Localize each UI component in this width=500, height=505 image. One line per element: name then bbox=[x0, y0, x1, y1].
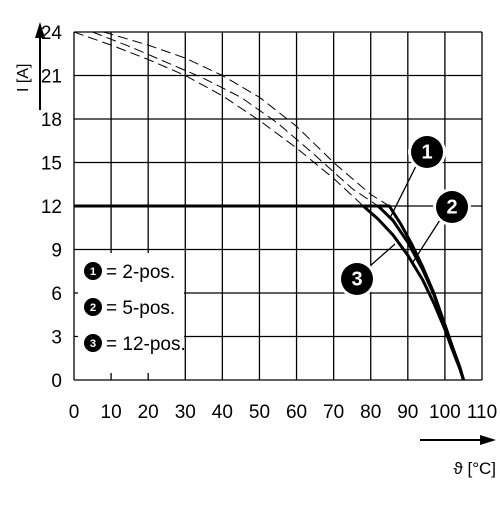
legend-marker-2: 2 bbox=[84, 298, 102, 316]
x-axis-arrowhead bbox=[480, 435, 496, 445]
x-axis-label: ϑ [°C] bbox=[453, 459, 496, 478]
legend-marker-3: 3 bbox=[84, 334, 102, 352]
x-tick-label: 70 bbox=[323, 402, 344, 423]
legend-marker-1: 1 bbox=[84, 262, 102, 280]
x-tick-label: 110 bbox=[467, 402, 497, 423]
x-tick-label: 60 bbox=[286, 402, 307, 423]
legend-label: = 5-pos. bbox=[106, 298, 175, 319]
x-tick-label: 10 bbox=[101, 402, 122, 423]
x-tick-label: 50 bbox=[249, 402, 270, 423]
y-tick-label: 6 bbox=[51, 284, 62, 305]
y-tick-label: 12 bbox=[41, 197, 62, 218]
badge-number: 3 bbox=[351, 269, 362, 291]
legend-label: = 12-pos. bbox=[106, 334, 186, 355]
y-tick-label: 3 bbox=[51, 328, 62, 349]
dashed-curve bbox=[73, 31, 364, 207]
y-tick-label: 0 bbox=[51, 371, 62, 392]
x-tick-label: 0 bbox=[69, 402, 80, 423]
callout-leader-3 bbox=[369, 243, 396, 267]
badge-circle bbox=[84, 262, 102, 280]
annotations: 1 2 3 bbox=[338, 133, 471, 298]
y-tick-label: 24 bbox=[41, 23, 63, 44]
y-tick-label: 15 bbox=[41, 154, 62, 175]
legend-label: = 2-pos. bbox=[106, 262, 175, 283]
badge-circle bbox=[84, 334, 102, 352]
badge-circle bbox=[411, 136, 443, 168]
callout-marker-1: 1 bbox=[411, 136, 443, 168]
callout-leader-1 bbox=[389, 165, 417, 219]
dashed-curve bbox=[103, 31, 390, 207]
badge-number: 2 bbox=[446, 197, 457, 219]
x-tick-label: 100 bbox=[429, 402, 461, 423]
axes: I [A] ϑ [°C] bbox=[15, 22, 496, 478]
badge-number: 3 bbox=[90, 338, 96, 350]
y-tick-label: 18 bbox=[41, 110, 62, 131]
legend: 1 = 2-pos. 2 = 5-pos. 3 = 12-pos. bbox=[78, 253, 186, 373]
badge-circle bbox=[341, 263, 373, 295]
x-tick-label: 80 bbox=[360, 402, 381, 423]
y-axis-arrowhead bbox=[35, 22, 45, 38]
curves bbox=[73, 31, 465, 381]
callout-marker-2: 2 bbox=[436, 191, 468, 223]
x-tick-label: 20 bbox=[138, 402, 159, 423]
badge-number: 2 bbox=[90, 302, 96, 314]
x-tick-label: 90 bbox=[397, 402, 418, 423]
y-tick-label: 21 bbox=[41, 67, 62, 88]
y-axis-label: I [A] bbox=[15, 64, 32, 92]
badge-circle bbox=[84, 298, 102, 316]
badge-number: 1 bbox=[421, 142, 432, 164]
x-tick-label: 40 bbox=[212, 402, 233, 423]
badge-circle bbox=[436, 191, 468, 223]
callout-leader-2 bbox=[412, 219, 441, 263]
badge-number: 1 bbox=[90, 266, 96, 278]
series-line-3 bbox=[74, 204, 465, 381]
dashed-curve bbox=[92, 31, 379, 207]
x-tick-label: 30 bbox=[175, 402, 196, 423]
callout-marker-3: 3 bbox=[341, 263, 373, 295]
y-tick-label: 9 bbox=[51, 241, 62, 262]
